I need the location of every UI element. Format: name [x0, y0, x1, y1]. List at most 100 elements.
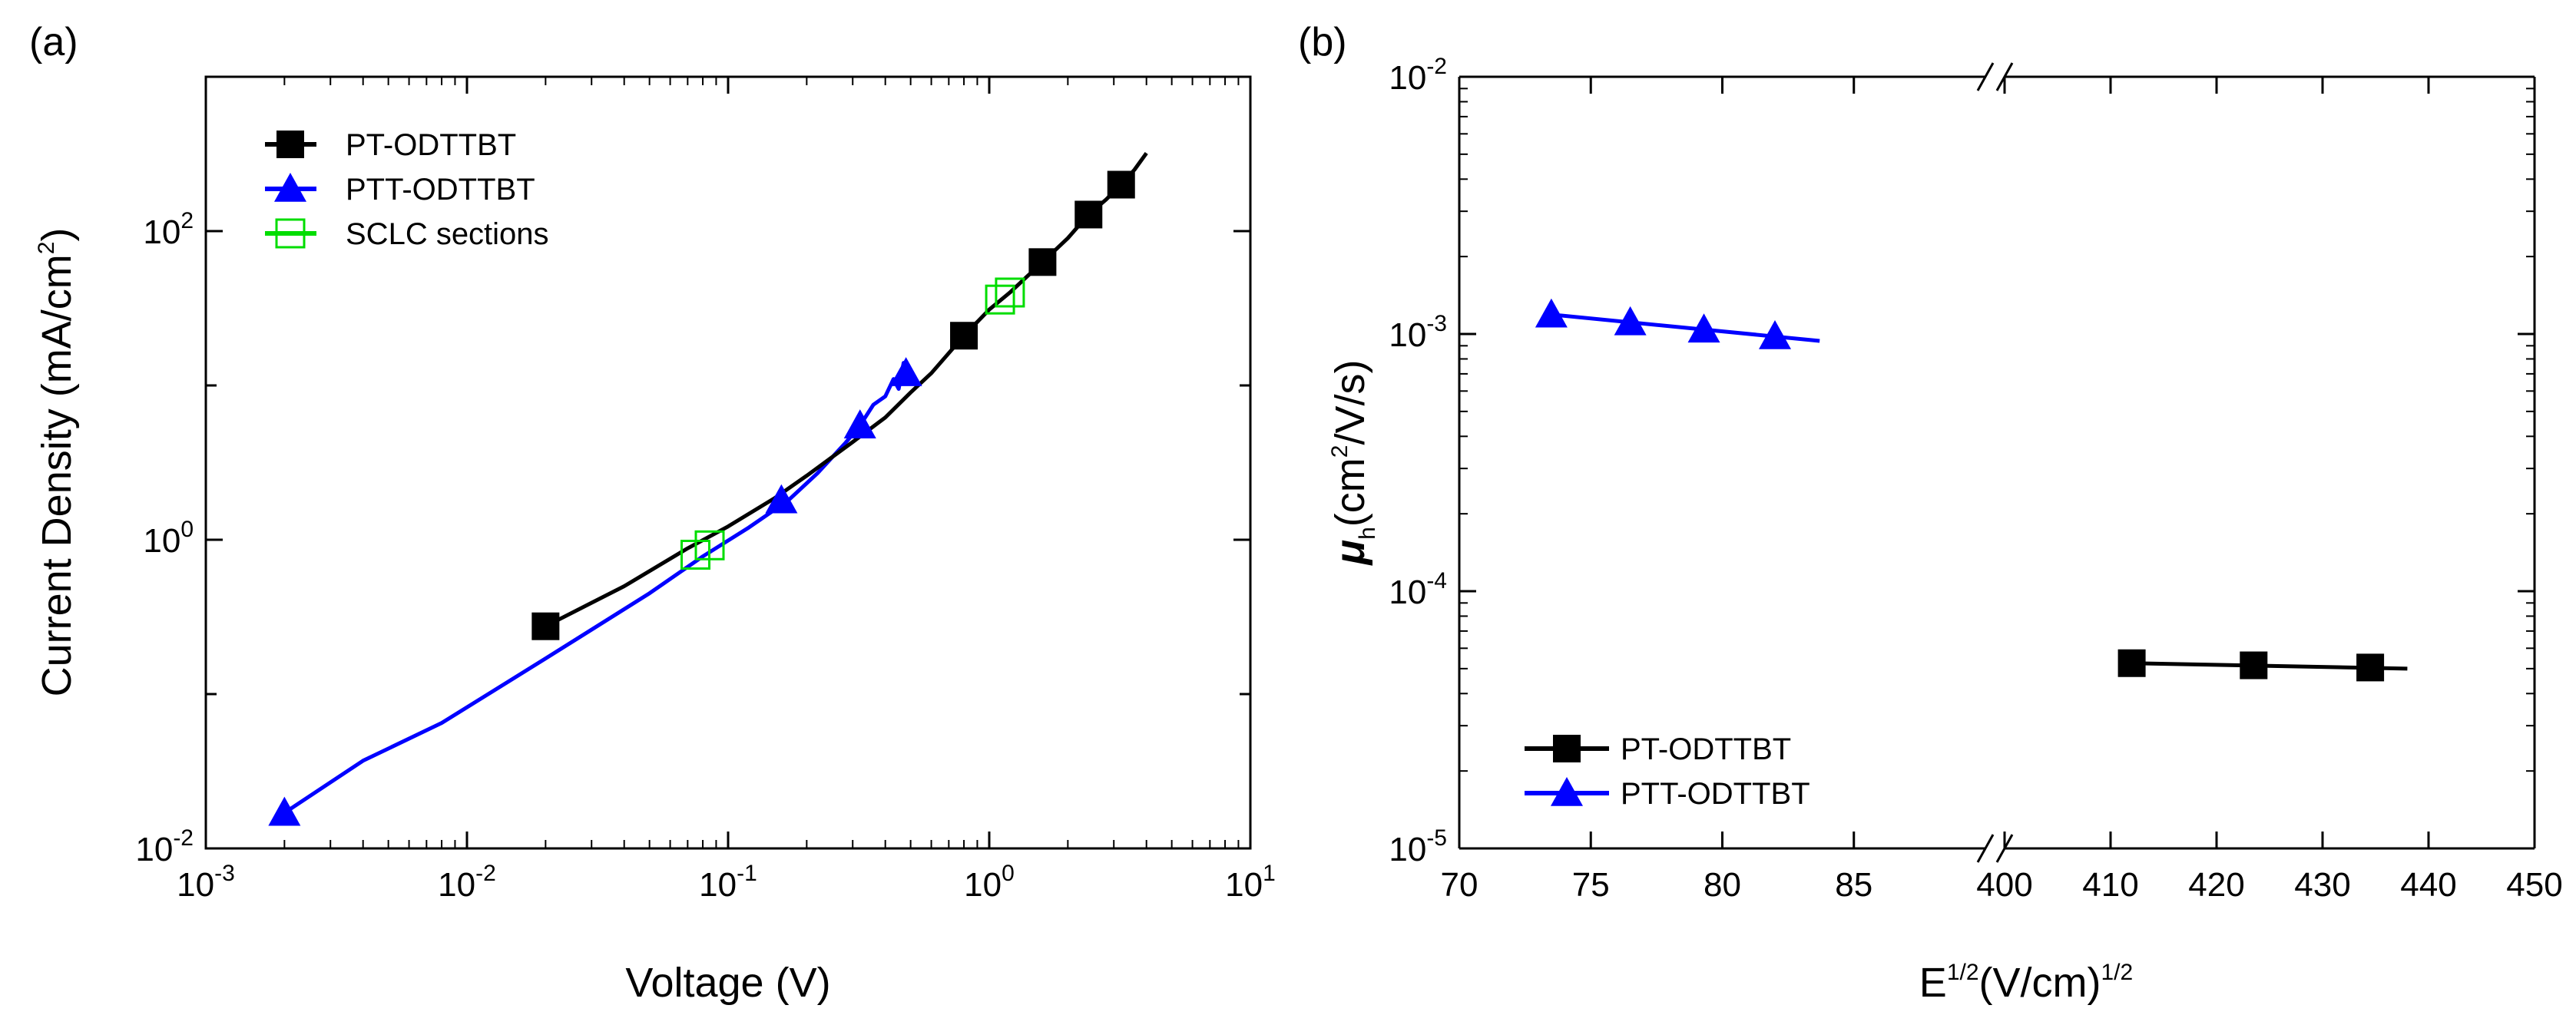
legend-label-b: PTT-ODTTBT	[1621, 777, 1810, 811]
y-tick-label-a: 102	[143, 208, 194, 251]
y-tick-label-b: 10-2	[1389, 54, 1447, 97]
series-a	[268, 152, 1148, 826]
x-axis-title-b-base: E	[1919, 960, 1947, 1006]
x-tick-label-a: 10-2	[438, 861, 496, 904]
marker-b-ptt-odttbt	[1687, 313, 1720, 343]
marker-ptt-odttbt	[843, 409, 876, 438]
axis-break-mark-top-b	[1976, 62, 1995, 91]
x-tick-label-b: 440	[2400, 866, 2456, 904]
x-axis-title-b-sup2: 1/2	[2101, 960, 2134, 985]
y-axis-title-b-sup: 2	[1327, 445, 1353, 458]
legend-marker-a	[274, 173, 306, 202]
y-axis-title-a: Current Density (mA/cm2)	[34, 228, 80, 697]
y-tick-label-b-base: 10	[1389, 574, 1426, 611]
x-tick-label-b: 410	[2082, 866, 2138, 904]
x-tick-label-a-base: 10	[1225, 866, 1263, 904]
marker-ptt-odttbt	[765, 484, 798, 514]
legend-label-a: SCLC sections	[346, 217, 549, 251]
y-axis-title-b-end: /V/s)	[1327, 360, 1373, 445]
legend-b: PT-ODTTBT PTT-ODTTBT	[1525, 732, 1810, 811]
x-tick-label-a-exp: 1	[1263, 861, 1276, 886]
x-axis-title-b-mid: (V/cm)	[1979, 960, 2101, 1006]
x-tick-label-a: 10-3	[177, 861, 235, 904]
marker-b-ptt-odttbt	[1535, 298, 1568, 328]
panel-label-b: (b)	[1298, 20, 1347, 64]
marker-ptt-odttbt	[889, 357, 922, 386]
x-axis-title-a: Voltage (V)	[625, 960, 830, 1006]
y-tick-label-a-base: 10	[143, 213, 180, 251]
x-axis-title-b-sup: 1/2	[1947, 960, 1979, 985]
y-tick-label-a-base: 10	[143, 522, 180, 560]
marker-b-pt-odttbt	[2240, 651, 2268, 679]
marker-sclc-sections	[985, 284, 1015, 315]
y-axis-title-b: μh(cm2/V/s)	[1327, 360, 1380, 567]
series-b	[1535, 298, 2408, 682]
y-axis-title-b-sub: h	[1355, 527, 1380, 540]
y-tick-label-b-exp: -5	[1426, 825, 1447, 851]
x-tick-label-b: 75	[1572, 866, 1610, 904]
y-tick-label-a-exp: -2	[173, 825, 194, 851]
marker-b-ptt-odttbt	[1614, 306, 1647, 336]
marker-pt-odttbt	[1028, 248, 1057, 276]
marker-pt-odttbt	[1074, 200, 1103, 229]
y-tick-label-a-base: 10	[135, 831, 173, 868]
y-axis-title-b-mu: μ	[1327, 540, 1373, 567]
y-tick-label-a: 100	[143, 517, 194, 560]
legend-marker-a	[275, 218, 306, 249]
y-axis-title-a-sup: 2	[34, 242, 59, 255]
x-axis-title-b: E1/2(V/cm)1/2	[1919, 960, 2133, 1006]
series-line-ptt-odttbt	[283, 361, 912, 815]
marker-ptt-odttbt	[268, 796, 301, 826]
y-tick-label-a-exp: 0	[180, 517, 194, 542]
y-tick-label-b-base: 10	[1389, 59, 1426, 97]
x-tick-label-b: 70	[1441, 866, 1478, 904]
chart-b: (b) 70 75 80 85 400 410 420 430 440 45010-510-410…	[1298, 20, 2563, 1006]
x-tick-label-a-exp: -3	[214, 861, 235, 886]
y-axis-title-a-main: Current Density (mA/cm	[34, 254, 80, 696]
x-tick-label-a: 100	[964, 861, 1015, 904]
x-tick-label-a: 101	[1225, 861, 1276, 904]
legend-marker-b	[1553, 735, 1581, 762]
marker-b-ptt-odttbt	[1759, 319, 1791, 349]
x-tick-label-b: 85	[1835, 866, 1872, 904]
y-tick-label-b-exp: -2	[1426, 54, 1447, 79]
axis-break-mark-b	[1976, 834, 1995, 863]
x-tick-label-a-exp: -1	[737, 861, 757, 886]
marker-pt-odttbt	[950, 322, 978, 350]
legend-label-a: PT-ODTTBT	[346, 128, 516, 162]
x-tick-label-a-exp: -2	[475, 861, 496, 886]
legend-a: PT-ODTTBT PTT-ODTTBT SCLC sections	[265, 128, 549, 251]
legend-label-b: PT-ODTTBT	[1621, 732, 1791, 766]
x-tick-label-a-exp: 0	[1002, 861, 1015, 886]
y-axis-title-a-end: )	[34, 228, 80, 242]
marker-b-pt-odttbt	[2356, 653, 2385, 682]
legend-marker-a	[276, 131, 304, 158]
x-tick-label-b: 430	[2294, 866, 2350, 904]
ticks-a	[204, 75, 1252, 850]
marker-pt-odttbt	[1107, 170, 1135, 199]
x-tick-label-b: 80	[1704, 866, 1741, 904]
marker-sclc-sections	[995, 277, 1025, 308]
y-tick-label-b-base: 10	[1389, 316, 1426, 354]
marker-pt-odttbt	[531, 612, 560, 640]
y-tick-label-b: 10-3	[1389, 311, 1447, 354]
y-tick-label-b: 10-4	[1389, 568, 1447, 611]
y-tick-label-b-base: 10	[1389, 831, 1426, 868]
x-tick-label-a: 10-1	[699, 861, 757, 904]
legend-marker-b	[1551, 777, 1583, 806]
x-tick-label-b: 400	[1976, 866, 2032, 904]
x-tick-label-a-base: 10	[438, 866, 475, 904]
series-line-pt-odttbt	[545, 152, 1148, 628]
y-axis-title-b-rest: (cm	[1327, 458, 1373, 527]
x-tick-label-a-base: 10	[699, 866, 737, 904]
ticks-b	[1458, 75, 2536, 850]
y-tick-label-a-exp: 2	[180, 208, 194, 233]
panel-label-a: (a)	[29, 20, 78, 64]
legend-label-a: PTT-ODTTBT	[346, 173, 535, 207]
x-tick-label-b: 420	[2188, 866, 2244, 904]
y-tick-label-b: 10-5	[1389, 825, 1447, 868]
marker-b-pt-odttbt	[2117, 649, 2146, 677]
